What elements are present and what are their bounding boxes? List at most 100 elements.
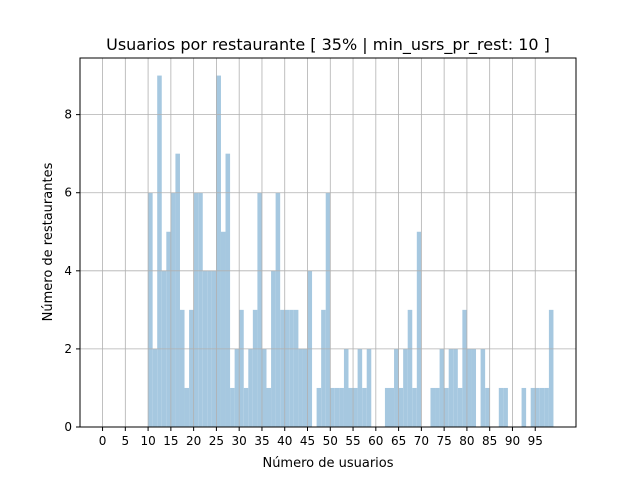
- x-tick-label: 10: [140, 434, 155, 448]
- bar: [530, 387, 536, 427]
- bar: [435, 387, 440, 427]
- bar: [412, 387, 417, 427]
- bar: [321, 309, 326, 427]
- x-tick-label: 15: [163, 434, 178, 448]
- y-tick-label: 0: [64, 420, 72, 434]
- bar: [453, 348, 458, 427]
- bar: [275, 192, 281, 427]
- ticks: 0 5 10 15 20 25 30 35 40 45 50 55 60 65 70 75 80 85 90 9502…: [64, 108, 543, 448]
- chart-title: Usuarios por restaurante [ 35% | min_usr…: [106, 35, 550, 55]
- x-tick-label: 80: [459, 434, 474, 448]
- bar: [234, 348, 240, 427]
- bar: [430, 387, 436, 427]
- bar: [166, 231, 171, 427]
- x-tick-label: 40: [277, 434, 292, 448]
- bar: [248, 348, 253, 427]
- y-tick-label: 2: [64, 342, 72, 356]
- bar: [334, 387, 340, 427]
- bar: [503, 387, 508, 427]
- bar: [457, 387, 463, 427]
- y-tick-label: 6: [64, 186, 72, 200]
- x-tick-label: 45: [300, 434, 315, 448]
- bar: [239, 309, 244, 427]
- bar: [353, 387, 358, 427]
- bar: [325, 192, 331, 427]
- bar: [148, 192, 153, 427]
- y-axis-label: Número de restaurantes: [41, 162, 56, 321]
- bar: [189, 309, 194, 427]
- bar: [348, 387, 354, 427]
- bar: [343, 348, 349, 427]
- bar: [198, 192, 203, 427]
- x-tick-label: 50: [323, 434, 338, 448]
- bar: [293, 309, 299, 427]
- x-tick-label: 0: [99, 434, 107, 448]
- bar: [261, 348, 267, 427]
- bar: [193, 192, 199, 427]
- bar: [179, 309, 185, 427]
- bar: [471, 348, 477, 427]
- bar: [280, 309, 285, 427]
- bar: [298, 348, 303, 427]
- y-tick-label: 8: [64, 108, 72, 122]
- bar: [157, 75, 162, 428]
- y-tick-label: 4: [64, 264, 72, 278]
- x-tick-label: 5: [121, 434, 129, 448]
- bar: [316, 387, 322, 427]
- bar: [284, 309, 290, 427]
- bar: [394, 348, 399, 427]
- bar: [535, 387, 540, 427]
- bar: [357, 348, 363, 427]
- bar: [407, 309, 413, 427]
- x-tick-label: 55: [345, 434, 360, 448]
- bar: [521, 387, 527, 427]
- bar: [416, 231, 422, 427]
- bar: [184, 387, 190, 427]
- bar: [439, 348, 445, 427]
- bar: [480, 348, 486, 427]
- bar: [216, 75, 221, 428]
- bar: [498, 387, 504, 427]
- bars: [148, 75, 554, 428]
- bar: [170, 192, 176, 427]
- bar: [302, 348, 308, 427]
- bar: [448, 348, 454, 427]
- bar: [289, 309, 294, 427]
- x-tick-label: 90: [505, 434, 520, 448]
- bar: [466, 348, 472, 427]
- bar: [403, 348, 408, 427]
- x-tick-label: 60: [368, 434, 383, 448]
- bar: [362, 387, 367, 427]
- bar: [366, 348, 372, 427]
- bar: [243, 387, 249, 427]
- x-tick-label: 30: [232, 434, 247, 448]
- bar: [548, 309, 554, 427]
- x-tick-label: 70: [414, 434, 429, 448]
- bar: [339, 387, 344, 427]
- bar: [384, 387, 390, 427]
- bar: [539, 387, 545, 427]
- x-tick-label: 75: [437, 434, 452, 448]
- x-tick-label: 25: [209, 434, 224, 448]
- x-axis-label: Número de usuarios: [262, 456, 393, 471]
- x-tick-label: 65: [391, 434, 406, 448]
- axes-frame: [79, 57, 577, 428]
- bar: [389, 387, 395, 427]
- bar: [152, 348, 158, 427]
- x-tick-label: 85: [482, 434, 497, 448]
- grid: [80, 58, 576, 428]
- bar: [175, 153, 180, 427]
- x-tick-label: 35: [254, 434, 269, 448]
- bar: [230, 387, 235, 427]
- bar: [266, 387, 272, 427]
- bar: [398, 387, 404, 427]
- x-tick-label: 95: [528, 434, 543, 448]
- x-tick-label: 20: [186, 434, 201, 448]
- bar: [252, 309, 258, 427]
- bar: [220, 231, 226, 427]
- bar: [257, 192, 262, 427]
- bar: [544, 387, 549, 427]
- bar: [330, 387, 335, 427]
- bar: [462, 309, 467, 427]
